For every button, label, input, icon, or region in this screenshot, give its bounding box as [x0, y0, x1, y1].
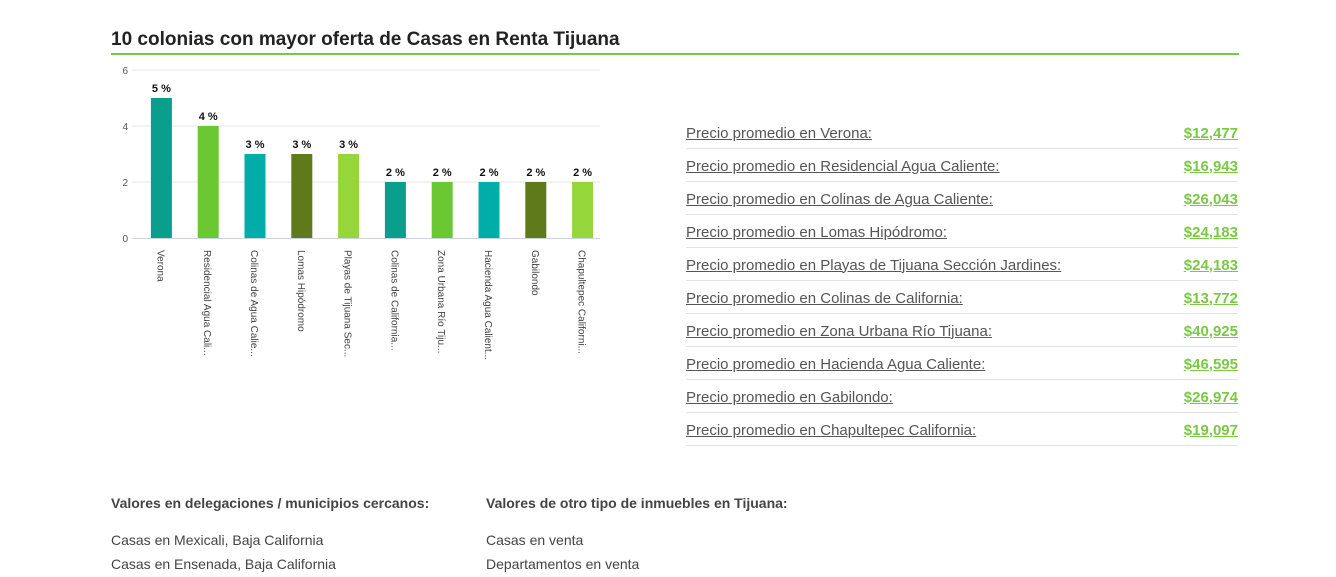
bar: [244, 154, 266, 238]
price-value[interactable]: $19,097: [1183, 421, 1238, 439]
bar-data-label: 2 %: [480, 167, 499, 179]
bar: [431, 182, 453, 238]
price-value[interactable]: $26,974: [1183, 388, 1238, 406]
price-link[interactable]: Precio promedio en Playas de Tijuana Sec…: [686, 256, 1062, 274]
x-tick-label: Hacienda Agua Calient...: [482, 250, 493, 360]
nearby-section: Valores en delegaciones / municipios cer…: [111, 495, 429, 576]
price-value[interactable]: $13,772: [1183, 289, 1238, 307]
y-tick-label: 0: [122, 234, 128, 245]
bar: [384, 182, 406, 238]
bar-data-label: 2 %: [386, 167, 405, 179]
other-title: Valores de otro tipo de inmuebles en Tij…: [486, 495, 788, 511]
price-row: Precio promedio en Lomas Hipódromo: $24,1…: [686, 215, 1238, 248]
y-tick-label: 4: [122, 122, 128, 133]
nearby-link[interactable]: Casas en Ensenada, Baja California: [111, 556, 336, 572]
x-tick-label: Verona: [154, 250, 165, 282]
x-tick-label: Colinas de California...: [388, 250, 399, 351]
price-row: Precio promedio en Verona: $12,477: [686, 116, 1238, 149]
x-tick-label: Residencial Agua Cali...: [201, 250, 212, 356]
price-row: Precio promedio en Zona Urbana Río Tijua…: [686, 314, 1238, 347]
bar: [525, 182, 547, 238]
x-tick-label: Colinas de Agua Calie...: [248, 250, 259, 357]
price-row: Precio promedio en Gabilondo: $26,974: [686, 380, 1238, 413]
price-link[interactable]: Precio promedio en Hacienda Agua Calient…: [686, 355, 986, 373]
bar-data-label: 3 %: [339, 139, 358, 151]
other-link[interactable]: Casas en venta: [486, 532, 584, 548]
price-row: Precio promedio en Chapultepec Californi…: [686, 413, 1238, 446]
price-link[interactable]: Precio promedio en Lomas Hipódromo:: [686, 223, 947, 241]
bar-data-label: 3 %: [246, 139, 265, 151]
price-link[interactable]: Precio promedio en Verona:: [686, 124, 872, 142]
x-tick-label: Playas de Tijuana Sec...: [342, 250, 353, 357]
bar-data-label: 2 %: [433, 167, 452, 179]
other-section: Valores de otro tipo de inmuebles en Tij…: [486, 495, 788, 576]
price-link[interactable]: Precio promedio en Chapultepec Californi…: [686, 421, 977, 439]
x-tick-label: Lomas Hipódromo: [295, 250, 306, 332]
price-value[interactable]: $46,595: [1183, 355, 1238, 373]
price-value[interactable]: $24,183: [1183, 256, 1238, 274]
price-value[interactable]: $12,477: [1183, 124, 1238, 142]
bar-data-label: 2 %: [526, 167, 545, 179]
other-link[interactable]: Departamentos en venta: [486, 556, 640, 572]
price-link[interactable]: Precio promedio en Residencial Agua Cali…: [686, 157, 1000, 175]
bar-data-label: 3 %: [292, 139, 311, 151]
price-link[interactable]: Precio promedio en Gabilondo:: [686, 388, 893, 406]
bar-data-label: 5 %: [152, 83, 171, 95]
price-value[interactable]: $40,925: [1183, 322, 1238, 340]
price-link[interactable]: Precio promedio en Colinas de California…: [686, 289, 963, 307]
price-row: Precio promedio en Colinas de Agua Calie…: [686, 182, 1238, 215]
price-row: Precio promedio en Residencial Agua Cali…: [686, 149, 1238, 182]
bar: [197, 126, 219, 238]
y-tick-label: 2: [122, 178, 128, 189]
price-value[interactable]: $24,183: [1183, 223, 1238, 241]
nearby-link[interactable]: Casas en Mexicali, Baja California: [111, 532, 324, 548]
price-list: Precio promedio en Verona: $12,477 Precio…: [686, 116, 1238, 446]
price-row: Precio promedio en Colinas de California…: [686, 281, 1238, 314]
bar-chart: 0 2 4 6 5 % Verona 4 % Residencial Agua Cali...…: [122, 66, 600, 360]
x-tick-label: Zona Urbana Río Tiju...: [435, 250, 446, 353]
bar-data-label: 2 %: [573, 167, 592, 179]
price-value[interactable]: $16,943: [1183, 157, 1238, 175]
bar: [478, 182, 500, 238]
nearby-title: Valores en delegaciones / municipios cer…: [111, 495, 430, 511]
bar: [338, 154, 360, 238]
bar: [150, 98, 172, 238]
y-tick-label: 6: [122, 66, 128, 77]
bar: [291, 154, 313, 238]
price-link[interactable]: Precio promedio en Colinas de Agua Calie…: [686, 190, 993, 208]
section-title: 10 colonias con mayor oferta de Casas en…: [111, 28, 1239, 55]
price-value[interactable]: $26,043: [1183, 190, 1238, 208]
price-row: Precio promedio en Playas de Tijuana Sec…: [686, 248, 1238, 281]
bar: [572, 182, 594, 238]
x-tick-label: Chapultepec Californi...: [576, 250, 587, 354]
bar-data-label: 4 %: [199, 111, 218, 123]
price-link[interactable]: Precio promedio en Zona Urbana Río Tijua…: [686, 322, 993, 340]
x-tick-label: Gabilondo: [529, 250, 540, 296]
price-row: Precio promedio en Hacienda Agua Calient…: [686, 347, 1238, 380]
